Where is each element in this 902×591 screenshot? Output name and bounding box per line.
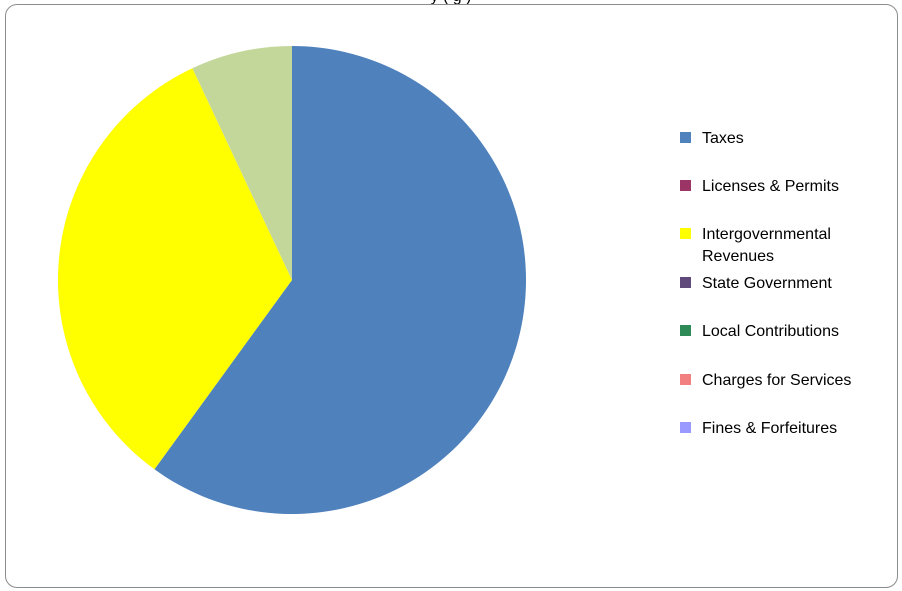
legend-item-licenses-permits: Licenses & Permits — [680, 176, 839, 198]
legend-label-local-contributions: Local Contributions — [702, 323, 839, 340]
pie-slice-intergovernmental-revenues — [57, 68, 293, 470]
legend-label-state-government: State Government — [702, 275, 832, 292]
legend-label-licenses-permits: Licenses & Permits — [702, 178, 839, 195]
legend-swatch-intergovernmental-revenues — [680, 228, 691, 239]
legend-item-local-contributions: Local Contributions — [680, 321, 839, 343]
legend-item-state-government: State Government — [680, 273, 832, 295]
pie-slice-unlabeled — [192, 46, 292, 280]
legend-label-fines-forfeitures: Fines & Forfeitures — [702, 420, 838, 437]
pie-slice-taxes — [154, 46, 526, 514]
legend-swatch-charges-for-services — [680, 374, 691, 385]
legend-item-intergovernmental-revenues: Intergovernmental Revenues — [680, 224, 831, 268]
chart-title: y ( g ) — [0, 0, 902, 8]
legend-swatch-local-contributions — [680, 325, 691, 336]
legend-swatch-state-government — [680, 277, 691, 288]
legend-swatch-taxes — [680, 132, 691, 143]
legend-swatch-licenses-permits — [680, 180, 691, 191]
legend-item-charges-for-services: Charges for Services — [680, 370, 851, 392]
legend-item-fines-forfeitures: Fines & Forfeitures — [680, 418, 837, 440]
legend-label-taxes: Taxes — [702, 130, 744, 147]
legend-item-taxes: Taxes — [680, 128, 744, 150]
legend-label-charges-for-services: Charges for Services — [702, 372, 852, 389]
legend-label-intergovernmental-revenues: Intergovernmental Revenues — [702, 226, 831, 265]
legend-swatch-fines-forfeitures — [680, 422, 691, 433]
